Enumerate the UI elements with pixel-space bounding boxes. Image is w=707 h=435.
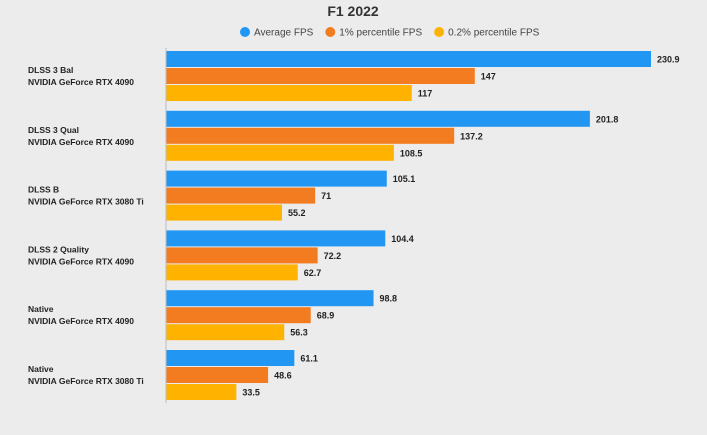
bar-5-1 <box>166 367 269 383</box>
chart-title: F1 2022 <box>327 3 379 19</box>
value-label-5-1: 48.6 <box>274 371 292 381</box>
category-label-3-line2: NVIDIA GeForce RTX 4090 <box>28 256 134 266</box>
legend-label-1: 1% percentile FPS <box>339 28 422 39</box>
value-label-2-1: 71 <box>321 191 331 201</box>
bar-1-1 <box>166 127 455 144</box>
value-label-1-0: 201.8 <box>596 114 619 124</box>
value-label-0-2: 117 <box>418 89 433 99</box>
bar-1-2 <box>166 144 394 161</box>
category-label-1-line2: NVIDIA GeForce RTX 4090 <box>28 137 134 147</box>
bar-1-0 <box>166 110 590 127</box>
value-label-4-2: 56.3 <box>290 328 308 338</box>
value-label-0-1: 147 <box>481 72 496 82</box>
category-label-4-line1: Native <box>28 304 54 314</box>
value-label-1-1: 137.2 <box>460 131 483 141</box>
value-label-2-0: 105.1 <box>393 174 416 184</box>
value-labels: 230.9 147 117 201.8 137.2 108.5 105.1 71 55.2 104… <box>242 55 679 398</box>
value-label-3-2: 62.7 <box>304 268 322 278</box>
category-label-1-line1: DLSS 3 Qual <box>28 125 79 135</box>
category-label-4-line2: NVIDIA GeForce RTX 4090 <box>28 316 134 326</box>
category-label-2-line2: NVIDIA GeForce RTX 3080 Ti <box>28 197 144 207</box>
bar-0-2 <box>166 85 412 101</box>
value-label-4-1: 68.9 <box>317 311 335 321</box>
bar-2-2 <box>166 204 282 221</box>
value-label-5-2: 33.5 <box>242 388 260 398</box>
category-label-5-line2: NVIDIA GeForce RTX 3080 Ti <box>28 376 144 386</box>
legend-label-0: Average FPS <box>254 28 314 39</box>
bar-4-2 <box>166 324 285 341</box>
bar-3-1 <box>166 247 318 264</box>
category-label-3-line1: DLSS 2 Quality <box>28 244 89 254</box>
value-label-4-0: 98.8 <box>380 294 398 304</box>
bar-4-0 <box>166 290 374 307</box>
legend-marker-0 <box>240 27 250 37</box>
category-label-2-line1: DLSS B <box>28 185 59 195</box>
legend-marker-2 <box>434 27 445 37</box>
value-label-3-1: 72.2 <box>324 251 342 261</box>
value-label-3-0: 104.4 <box>391 234 414 244</box>
bars <box>166 51 651 400</box>
category-label-0-line1: DLSS 3 Bal <box>28 65 73 75</box>
value-label-1-2: 108.5 <box>400 148 423 158</box>
value-label-5-0: 61.1 <box>300 354 318 364</box>
legend-label-2: 0.2% percentile FPS <box>448 28 539 39</box>
bar-3-2 <box>166 264 298 281</box>
bar-3-0 <box>166 230 386 247</box>
bar-0-1 <box>166 68 475 84</box>
legend-marker-1 <box>325 27 336 37</box>
bar-5-0 <box>166 350 295 366</box>
bar-4-1 <box>166 307 311 324</box>
bar-2-0 <box>166 170 387 187</box>
bar-0-0 <box>166 51 651 67</box>
category-label-5-line1: Native <box>28 364 54 374</box>
legend: Average FPS 1% percentile FPS 0.2% percent… <box>240 27 540 39</box>
value-label-0-0: 230.9 <box>657 55 680 65</box>
category-label-0-line2: NVIDIA GeForce RTX 4090 <box>28 77 134 87</box>
category-labels: DLSS 3 Bal NVIDIA GeForce RTX 4090 DLSS 3 … <box>28 65 144 386</box>
value-label-2-2: 55.2 <box>288 208 306 218</box>
bar-5-2 <box>166 384 237 400</box>
bar-2-1 <box>166 187 316 204</box>
